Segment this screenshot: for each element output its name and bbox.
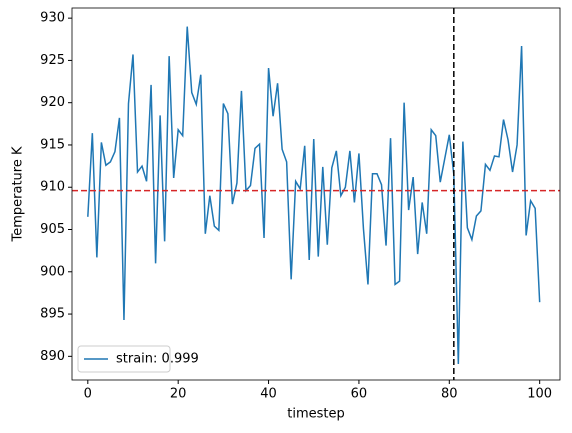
y-tick-label: 910: [40, 180, 65, 195]
legend-box: [77, 345, 171, 373]
x-tick-label: 40: [260, 387, 277, 402]
data-line: [87, 26, 541, 364]
legend-label: strain: 0.999: [116, 352, 199, 367]
y-tick-label: 915: [40, 137, 65, 152]
y-tick-label: 905: [40, 222, 65, 237]
x-tick-label: 100: [527, 387, 552, 402]
x-tick-label: 60: [351, 387, 368, 402]
x-tick-label: 0: [84, 387, 92, 402]
y-tick-label: 900: [40, 264, 65, 279]
y-tick-label: 890: [40, 349, 65, 364]
x-tick-label: 80: [441, 387, 458, 402]
plot-frame: [71, 7, 561, 381]
y-tick-label: 920: [40, 95, 65, 110]
x-tick-label: 20: [170, 387, 187, 402]
y-tick-label: 895: [40, 307, 65, 322]
y-tick-label: 930: [40, 11, 65, 26]
y-tick-label: 925: [40, 53, 65, 68]
y-axis-label: Temperature K: [11, 146, 26, 242]
x-axis-label: timestep: [287, 407, 345, 422]
